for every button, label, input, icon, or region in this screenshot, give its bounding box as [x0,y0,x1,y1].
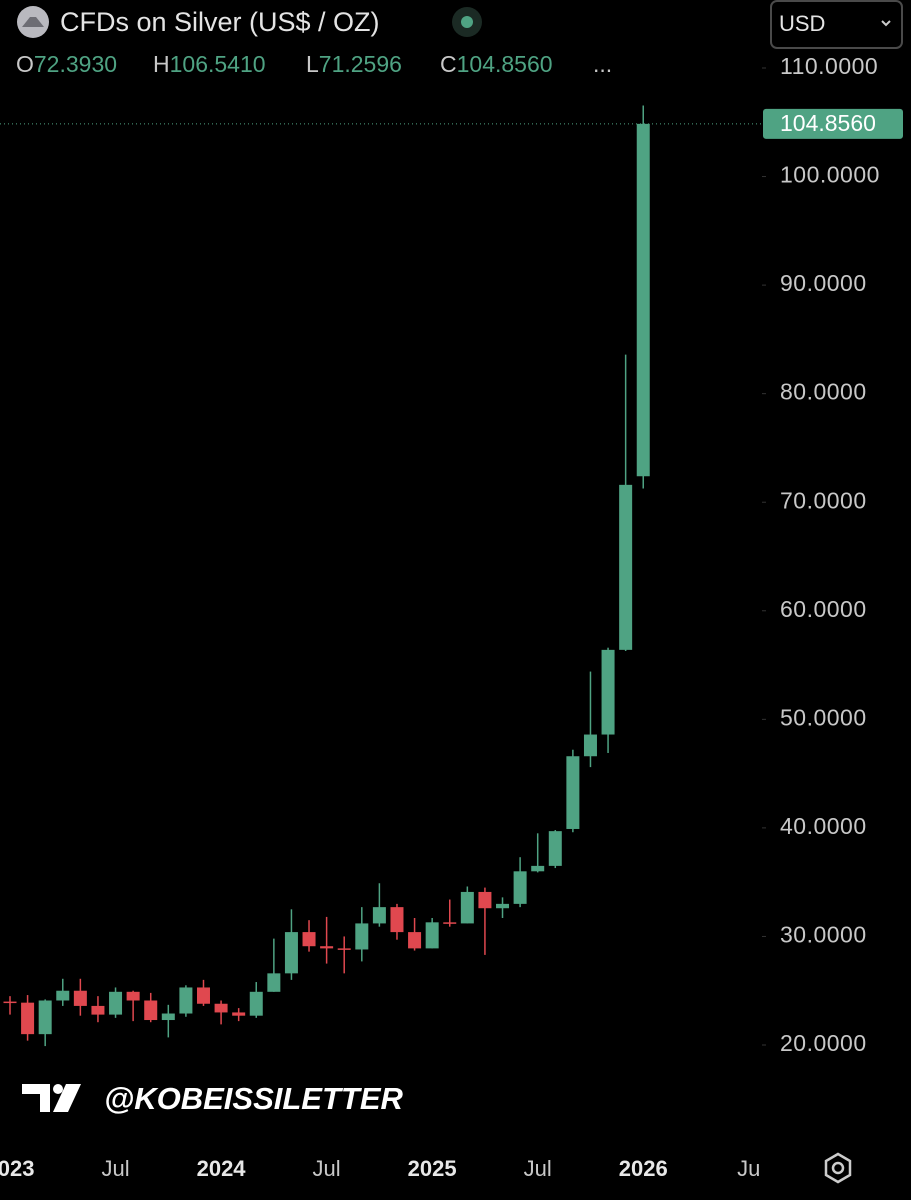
candle-body [496,903,510,909]
ohlc-letter: C [440,51,457,77]
candle-body [636,123,650,477]
candle-body [513,871,527,904]
candle-body [126,991,140,1001]
plot-area: 20.0000 30.0000 40.0000 50.0000 60.0000 70.00… [0,53,903,1181]
y-tick-label: 110.0000 [780,53,878,79]
y-tick-label: 50.0000 [780,704,867,730]
x-tick-label: 2025 [408,1156,457,1181]
y-tick-label: 80.0000 [780,379,867,405]
candle-body [267,973,281,992]
settings-icon[interactable] [824,1152,852,1184]
chart-title: CFDs on Silver (US$ / OZ) [60,7,380,37]
candle-body [73,990,87,1006]
candle-body [337,948,351,950]
x-tick-label: Ju [737,1156,760,1181]
y-tick-label: 40.0000 [780,813,867,839]
status-dot [461,16,473,28]
y-tick-label: 90.0000 [780,270,867,296]
x-tick-label: Jul [524,1156,552,1181]
y-tick-label: 70.0000 [780,487,867,513]
watermark: @KOBEISSILETTER [104,1081,404,1116]
candle-body [583,734,597,757]
y-tick-label: 20.0000 [780,1030,867,1056]
candle-body [179,987,193,1014]
more-indicator[interactable]: ... [593,51,612,77]
candle-body [91,1005,105,1015]
y-tick-label: 100.0000 [780,162,880,188]
candle-body [214,1003,228,1013]
candle-body [284,932,298,974]
x-tick-label: Jul [101,1156,129,1181]
y-tick-label: 30.0000 [780,922,867,948]
candle-body [619,484,633,650]
candle-body [566,756,580,829]
logo-part [53,1084,63,1094]
candle-body [320,946,334,949]
dropdown-arrow [881,20,891,27]
candle-body [425,922,439,949]
symbol-icon-glyph [22,17,44,27]
price-badge [763,108,903,139]
ohlc-letter: L [306,51,319,77]
gear-center [831,1161,845,1175]
ohlc-letter: H [153,51,170,77]
logo-part [22,1084,50,1112]
x-tick-label: 2024 [197,1156,247,1181]
gear-outline [824,1152,852,1184]
currency-label: USD [779,11,825,36]
candle-body [161,1013,175,1021]
candle-body [196,987,210,1004]
x-tick-label: 2026 [619,1156,668,1181]
ohlc-value: 71.2596 [319,51,402,77]
x-tick-label: Jul [313,1156,341,1181]
candle-body [355,923,369,950]
candle-body [302,932,316,947]
ohlc-letter: O [16,51,34,77]
candle-body [408,932,422,949]
candle-body [443,922,457,924]
candle-body [460,891,474,924]
candle-body [109,991,123,1015]
candle-body [372,907,386,924]
candle-body [249,991,263,1016]
candle-body [144,1000,158,1021]
candle-body [232,1012,246,1016]
x-tick-label: 2023 [0,1156,34,1181]
ohlc-value: 106.5410 [170,51,266,77]
candle-body [38,1000,52,1035]
candle-body [478,891,492,909]
candle-body [601,649,615,735]
ohlc-value: 104.8560 [457,51,553,77]
candle-body [56,990,70,1001]
candle-body [531,865,545,872]
ohlc-value: 72.3930 [34,51,117,77]
currency-select[interactable] [770,0,903,49]
ohlc-header: O72.3930 H106.5410 L71.2596 C104.8560 ..… [16,51,612,77]
candle-body [390,907,404,933]
candle-body [3,1001,17,1004]
candle-body [548,831,562,866]
logo-part [53,1084,81,1112]
y-tick-label: 60.0000 [780,596,867,622]
candle-body [21,1002,35,1035]
price-badge-label: 104.8560 [780,110,876,136]
